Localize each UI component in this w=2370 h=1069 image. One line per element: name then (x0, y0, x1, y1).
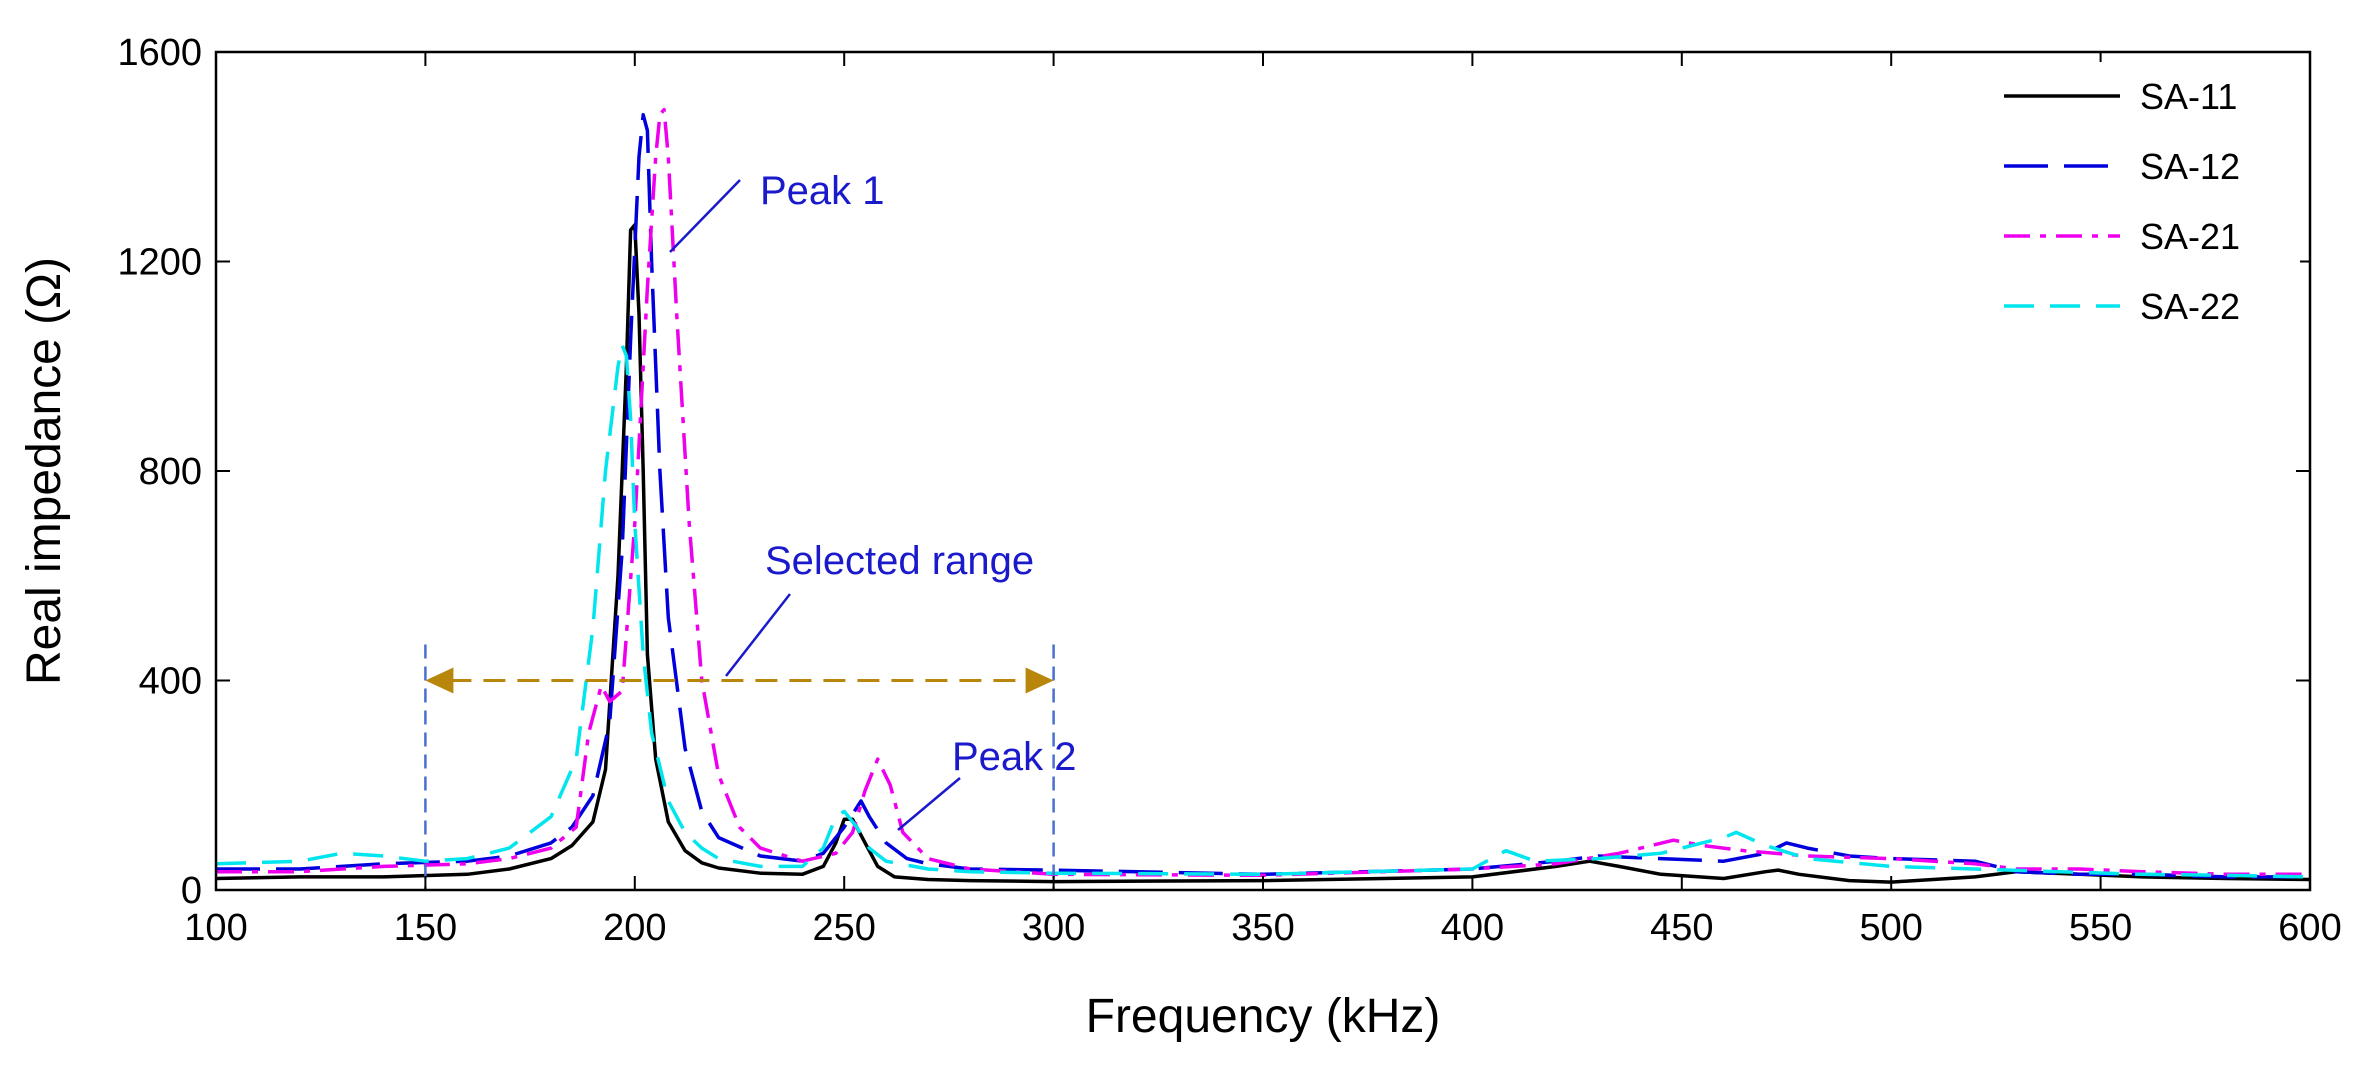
x-tick-label: 450 (1650, 907, 1713, 949)
series-line-sa-12 (216, 113, 2310, 879)
x-tick-label: 150 (394, 907, 457, 949)
y-tick-label: 1600 (117, 32, 202, 74)
legend-label-sa-12: SA-12 (2140, 146, 2240, 187)
peak1-leader-line (669, 179, 741, 253)
x-tick-label: 550 (2069, 907, 2132, 949)
y-tick-label: 1200 (117, 242, 202, 284)
legend-label-sa-22: SA-22 (2140, 286, 2240, 327)
annotation-layer: Peak 1 Peak 2 Selected range (424, 169, 1077, 890)
y-tick-label: 800 (139, 451, 202, 493)
selected-range-leader-line (725, 593, 791, 677)
selected-range-label: Selected range (765, 539, 1034, 583)
x-tick-label: 300 (1022, 907, 1085, 949)
y-tick-label: 400 (139, 661, 202, 703)
series-line-sa-21 (216, 107, 2310, 878)
x-tick-label: 500 (1859, 907, 1922, 949)
y-axis-label: Real impedance (Ω) (18, 257, 71, 685)
peak2-label: Peak 2 (952, 735, 1077, 779)
x-tick-label: 600 (2278, 907, 2341, 949)
peak2-leader-line (897, 777, 961, 831)
series-line-sa-22 (215, 343, 2311, 879)
x-tick-label: 400 (1441, 907, 1504, 949)
legend-label-sa-21: SA-21 (2140, 216, 2240, 257)
legend: SA-11 SA-12 SA-21 SA-22 (1995, 62, 2300, 332)
range-arrow-right-head (1025, 667, 1054, 694)
range-arrow-left-head (425, 667, 454, 694)
legend-box (1995, 62, 2300, 332)
x-tick-label: 100 (184, 907, 247, 949)
x-tick-label: 350 (1231, 907, 1294, 949)
x-tick-label: 250 (812, 907, 875, 949)
x-tick-label: 200 (603, 907, 666, 949)
x-axis-label: Frequency (kHz) (1086, 990, 1441, 1043)
legend-label-sa-11: SA-11 (2140, 76, 2237, 117)
ticks-layer: 100 150 200 250 300 350 400 450 500 550 600 0 400 800… (117, 32, 2341, 949)
y-tick-label: 0 (181, 870, 202, 912)
peak1-label: Peak 1 (760, 169, 885, 213)
series-layer (215, 107, 2311, 884)
